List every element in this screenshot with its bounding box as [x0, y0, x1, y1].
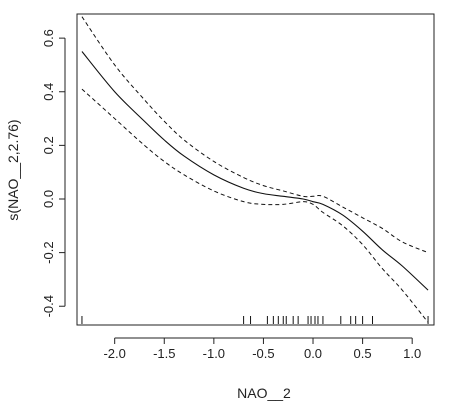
x-tick-label: -1.5 — [153, 346, 175, 361]
rug-layer — [81, 316, 429, 324]
x-tick-label: -1.0 — [203, 346, 225, 361]
y-axis-title: s(NAO__2,2.76) — [5, 119, 21, 220]
x-axis-title: NAO__2 — [237, 385, 291, 401]
x-tick-label: -0.5 — [252, 346, 274, 361]
x-tick-label: -2.0 — [103, 346, 125, 361]
y-tick-label: 0.0 — [41, 190, 56, 208]
x-tick-label: 0.0 — [304, 346, 322, 361]
y-tick-label: -0.2 — [41, 241, 56, 263]
y-axis: -0.4 -0.2 0.0 0.2 0.4 0.6 — [41, 29, 66, 317]
y-tick-label: 0.2 — [41, 136, 56, 154]
curves-layer — [81, 16, 429, 323]
y-tick-label: 0.4 — [41, 83, 56, 101]
y-tick-label: 0.6 — [41, 29, 56, 47]
x-tick-label: 1.0 — [403, 346, 421, 361]
plot-frame — [76, 13, 435, 326]
upper-confidence-line — [81, 16, 429, 254]
x-tick-label: 0.5 — [354, 346, 372, 361]
lower-confidence-line — [81, 88, 429, 323]
smooth-estimate-line — [81, 51, 429, 291]
x-axis: -2.0 -1.5 -1.0 -0.5 0.0 0.5 1.0 — [103, 337, 421, 361]
y-tick-label: -0.4 — [41, 295, 56, 317]
